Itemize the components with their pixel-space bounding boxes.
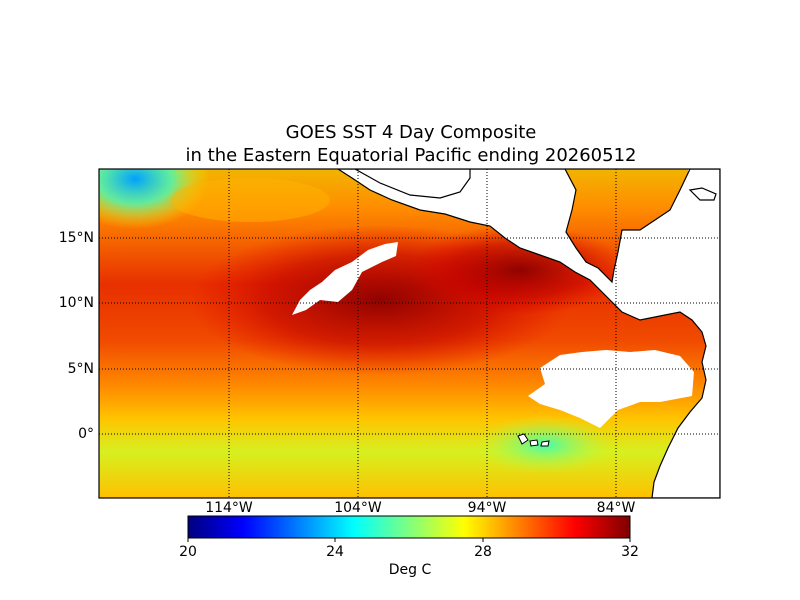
colorbar xyxy=(187,515,631,539)
lat-label-5n: 5°N xyxy=(67,361,94,377)
colorbar-tick-24: 24 xyxy=(326,544,344,560)
lon-label-84w: 84°W xyxy=(596,500,636,516)
map-frame xyxy=(98,168,721,499)
galapagos-islands xyxy=(517,433,550,447)
lon-label-114w: 114°W xyxy=(205,500,253,516)
colorbar-label: Deg C xyxy=(388,562,432,578)
lon-label-104w: 104°W xyxy=(334,500,382,516)
colorbar-ticks xyxy=(187,538,631,542)
lat-label-0: 0° xyxy=(78,426,94,442)
sst-field xyxy=(99,169,720,498)
graticule xyxy=(99,169,720,498)
colorbar-tick-28: 28 xyxy=(474,544,492,560)
lon-label-94w: 94°W xyxy=(467,500,507,516)
land-central-america xyxy=(336,169,720,498)
lat-label-10n: 10°N xyxy=(58,295,94,311)
colorbar-tick-20: 20 xyxy=(179,544,197,560)
map-title-line1: GOES SST 4 Day Composite xyxy=(285,122,537,143)
lat-label-15n: 15°N xyxy=(58,230,94,246)
map-title-line2: in the Eastern Equatorial Pacific ending… xyxy=(185,145,637,166)
colorbar-tick-32: 32 xyxy=(621,544,639,560)
